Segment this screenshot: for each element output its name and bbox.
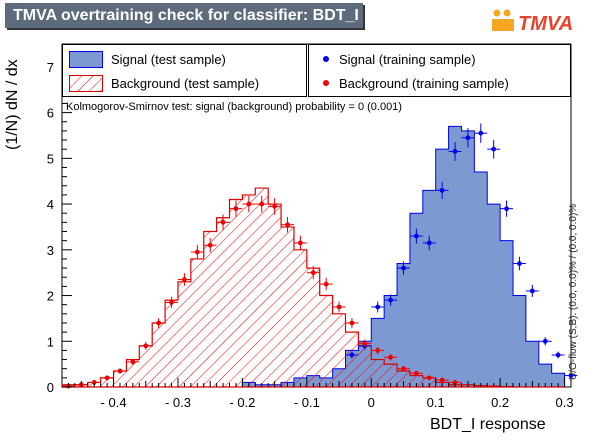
plot-title: TMVA overtraining check for classifier: …	[5, 3, 363, 28]
signal-training-point	[375, 304, 381, 310]
background-training-point	[182, 277, 187, 282]
signal-training-point	[388, 297, 393, 303]
background-training-point	[401, 366, 406, 372]
legend-label: Signal (training sample)	[339, 51, 476, 67]
background-training-point	[349, 320, 355, 326]
signal-training-point	[478, 130, 484, 136]
x-tick-label: - 0.4	[101, 395, 127, 410]
signal-training-point	[401, 265, 406, 271]
x-tick-label: 0	[368, 395, 375, 410]
background-training-point	[156, 320, 162, 326]
hatch-fill	[70, 75, 102, 91]
signal-training-point	[439, 187, 445, 193]
x-axis-title: BDT_I response	[430, 416, 546, 433]
background-training-point	[272, 203, 278, 209]
logo-block	[492, 19, 514, 31]
signal-training-point	[491, 146, 497, 152]
y-axis: 0 1 2 3 4 5 6 7	[47, 48, 72, 395]
background-training-point	[388, 354, 393, 360]
background-training-point	[207, 242, 213, 248]
signal-training-point	[465, 135, 471, 141]
background-training-point	[246, 201, 252, 207]
legend-item-signal-training: Signal (training sample)	[309, 48, 476, 70]
background-hatch-swatch	[69, 74, 103, 92]
signal-training-point	[452, 149, 458, 154]
tmva-logo: TMVA	[492, 9, 573, 35]
logo-text: TMVA	[518, 13, 573, 35]
signal-training-point	[413, 233, 419, 239]
y-tick-label: 2	[47, 289, 54, 304]
background-marker-icon	[323, 80, 329, 86]
signal-fill-swatch	[69, 50, 103, 68]
legend-item-background-training: Background (training sample)	[309, 72, 509, 94]
legend-item-signal-test: Signal (test sample)	[63, 48, 226, 70]
logo-dot	[503, 9, 511, 17]
background-training-point	[130, 359, 136, 365]
signal-training-point	[568, 373, 574, 378]
background-training-point	[297, 240, 303, 246]
background-training-point	[362, 341, 368, 346]
background-training-point	[375, 348, 381, 353]
y-axis-title: (1/N) dN / dx	[4, 59, 21, 150]
signal-training-point	[426, 240, 432, 246]
background-training-point	[117, 368, 123, 374]
legend-training: Signal (training sample) Background (tra…	[308, 44, 571, 97]
signal-training-point	[529, 288, 535, 294]
legend-item-background-test: Background (test sample)	[63, 72, 259, 94]
y-tick-label: 3	[47, 243, 54, 258]
ks-test-label: Kolmogorov-Smirnov test: signal (backgro…	[66, 101, 402, 113]
signal-training-point	[555, 352, 561, 358]
background-training-point	[91, 380, 97, 385]
y-tick-label: 5	[47, 151, 54, 166]
background-training-point	[452, 380, 458, 385]
y-tick-label: 6	[47, 106, 54, 121]
signal-marker-icon	[323, 56, 329, 62]
background-training-point	[143, 343, 149, 349]
background-training-point	[336, 304, 342, 310]
legend-label: Background (training sample)	[339, 75, 509, 91]
background-training-point	[259, 201, 265, 207]
background-training-point	[323, 281, 329, 287]
x-tick-label: - 0.1	[294, 395, 320, 410]
legend-test: Signal (test sample) Background (test sa…	[62, 44, 307, 97]
y-tick-label: 1	[47, 334, 54, 349]
legend-label: Background (test sample)	[111, 75, 260, 91]
legend-label: Signal (test sample)	[111, 51, 226, 67]
signal-training-point	[542, 338, 548, 344]
x-tick-label: 0.3	[556, 395, 574, 410]
x-tick-label: - 0.3	[165, 395, 191, 410]
background-training-point	[169, 299, 174, 305]
logo-dot	[493, 9, 501, 17]
background-training-point	[426, 375, 432, 381]
background-training-point	[413, 370, 419, 376]
background-training-point	[220, 219, 226, 225]
x-axis: - 0.4 - 0.3 - 0.2 - 0.1 0 0.1 0.2 0.3	[67, 378, 574, 410]
background-training-point	[194, 249, 200, 255]
y-tick-label: 0	[47, 380, 54, 395]
background-training-point	[104, 375, 110, 381]
background-training-point	[285, 222, 290, 228]
overflow-label: U/O-flow (S,B): (0.0, 0.0)% / (0.0, 0.0)…	[568, 203, 579, 380]
background-training-point	[439, 377, 445, 383]
background-training-point	[233, 206, 239, 212]
background-training-point	[310, 270, 316, 276]
x-tick-label: 0.1	[427, 395, 445, 410]
background-training-points	[62, 195, 462, 389]
signal-training-point	[349, 352, 355, 358]
x-tick-label: - 0.2	[229, 395, 255, 410]
x-tick-label: 0.2	[491, 395, 509, 410]
signal-training-point	[517, 261, 522, 266]
y-tick-label: 4	[47, 197, 54, 212]
y-tick-label: 7	[47, 60, 54, 75]
signal-training-point	[504, 206, 509, 212]
